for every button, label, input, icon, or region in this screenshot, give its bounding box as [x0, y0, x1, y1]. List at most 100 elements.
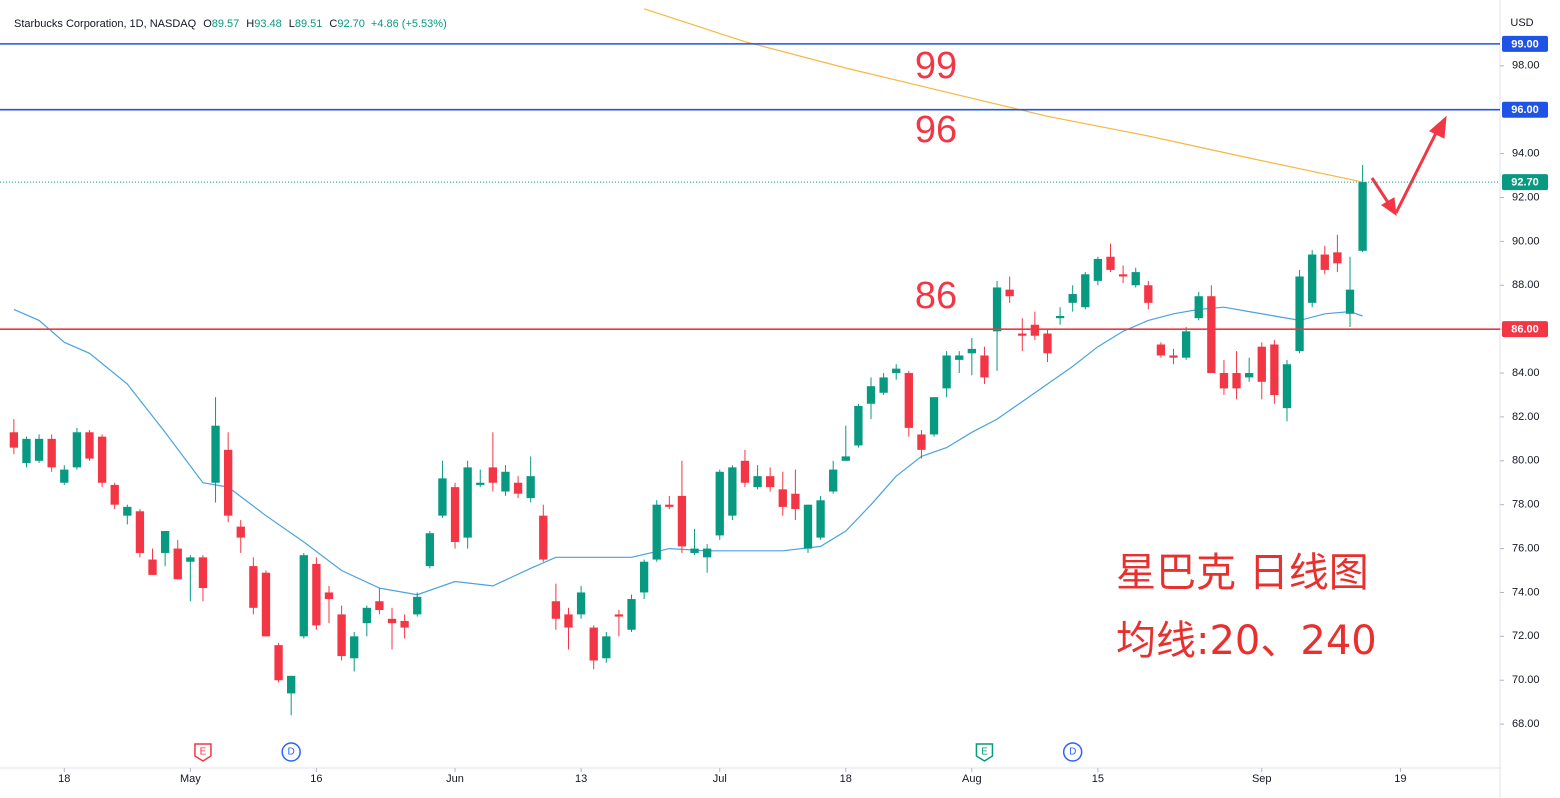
candle-body: [22, 438, 31, 463]
candle-body: [450, 487, 460, 542]
candle-body: [526, 476, 535, 499]
candle-body: [1181, 331, 1191, 358]
candle-body: [9, 432, 19, 448]
candle-body: [1118, 274, 1128, 277]
y-tick-label: 78.00: [1512, 499, 1540, 511]
candle-body: [413, 596, 422, 615]
arrow-line: [1394, 128, 1440, 214]
candle-body: [1295, 276, 1304, 352]
candle-body: [97, 436, 107, 483]
candle-body: [1018, 333, 1027, 336]
candle-body: [362, 607, 371, 624]
candle-body: [917, 434, 926, 450]
header-text: Starbucks Corporation, 1D, NASDAQ O89.57 H…: [14, 18, 447, 30]
candle-body: [1055, 315, 1065, 319]
price-badge-label: 86.00: [1511, 324, 1539, 336]
candle-body: [1068, 294, 1077, 303]
candle-body: [261, 572, 271, 637]
x-tick-label: 19: [1394, 773, 1406, 785]
candle-body: [1106, 256, 1115, 270]
candle-body: [1207, 296, 1216, 374]
annotation: 星巴克 日线图: [1116, 550, 1369, 596]
x-tick-label: Sep: [1252, 773, 1272, 785]
candle-body: [929, 397, 939, 435]
candle-body: [501, 471, 510, 492]
candle-body: [1093, 258, 1103, 281]
event-label: E: [981, 747, 988, 758]
candle-body: [1345, 289, 1355, 314]
arrow-head: [1429, 115, 1447, 139]
annotation: 99: [915, 45, 957, 87]
candle-body: [992, 287, 1002, 332]
header-item: 92.70: [337, 18, 365, 30]
y-tick-label: 72.00: [1512, 630, 1540, 642]
y-tick-label: 80.00: [1512, 455, 1540, 467]
candle-body: [1270, 344, 1279, 395]
candle-body: [841, 456, 850, 461]
annotation: 96: [915, 109, 957, 151]
candle-body: [249, 566, 258, 608]
candle-body: [1219, 373, 1229, 389]
header-item: O: [203, 18, 212, 30]
candle-body: [186, 557, 195, 562]
x-tick-label: May: [180, 773, 201, 785]
candle-body: [1257, 346, 1266, 382]
event-marker: [1062, 742, 1083, 762]
header-item: H: [246, 18, 254, 30]
candle-body: [892, 368, 901, 374]
price-badge: [1502, 174, 1548, 191]
candle-body: [980, 355, 989, 378]
candle-body: [766, 476, 775, 488]
header-item: 89.51: [295, 18, 323, 30]
y-tick-label: 74.00: [1512, 586, 1540, 598]
candle-body: [1245, 373, 1254, 378]
candle-body: [1333, 252, 1342, 264]
candle-body: [627, 599, 636, 630]
event-label: D: [1069, 747, 1076, 758]
currency: USD: [1510, 17, 1533, 29]
x-tick-label: Jun: [446, 773, 464, 785]
candle-body: [753, 476, 762, 488]
candle-body: [135, 511, 145, 553]
candle-body: [967, 348, 977, 354]
candle-body: [803, 504, 813, 549]
candle-body: [312, 563, 321, 626]
candle-body: [1169, 355, 1178, 358]
candle-body: [1308, 254, 1317, 303]
candle-body: [564, 614, 573, 628]
candle-body: [1194, 296, 1203, 319]
moving-average-line: [643, 8, 1363, 183]
candle-body: [60, 469, 69, 483]
candle-body: [513, 482, 523, 494]
candle-body: [854, 405, 863, 446]
y-tick-label: 88.00: [1512, 279, 1540, 291]
price-badge-label: 99.00: [1511, 38, 1539, 50]
candle-body: [652, 504, 661, 560]
event-marker: [281, 742, 301, 762]
candle-body: [1005, 289, 1014, 297]
event-marker: [194, 743, 212, 762]
candle-body: [1320, 254, 1329, 270]
candle-body: [740, 460, 750, 483]
candle-body: [1030, 324, 1040, 336]
candle-body: [639, 561, 649, 593]
candle-body: [576, 592, 586, 615]
candle-body: [728, 467, 737, 516]
y-tick-label: 68.00: [1512, 718, 1540, 730]
candle-body: [173, 548, 182, 580]
candle-body: [702, 548, 712, 558]
price-badge-label: 92.70: [1511, 177, 1539, 189]
candle-body: [110, 484, 119, 505]
x-tick-label: 15: [1092, 773, 1104, 785]
candle-body: [463, 467, 472, 538]
x-tick-label: 18: [58, 773, 70, 785]
candle-body: [816, 500, 825, 538]
price-badge: [1502, 35, 1548, 52]
x-tick-label: 16: [310, 773, 322, 785]
header-item: Starbucks Corporation, 1D, NASDAQ: [14, 18, 197, 30]
y-tick-label: 82.00: [1512, 411, 1540, 423]
price-badge-label: 96.00: [1511, 104, 1539, 116]
candle-body: [337, 614, 346, 657]
event-label: D: [288, 747, 295, 758]
candle-body: [72, 432, 82, 468]
